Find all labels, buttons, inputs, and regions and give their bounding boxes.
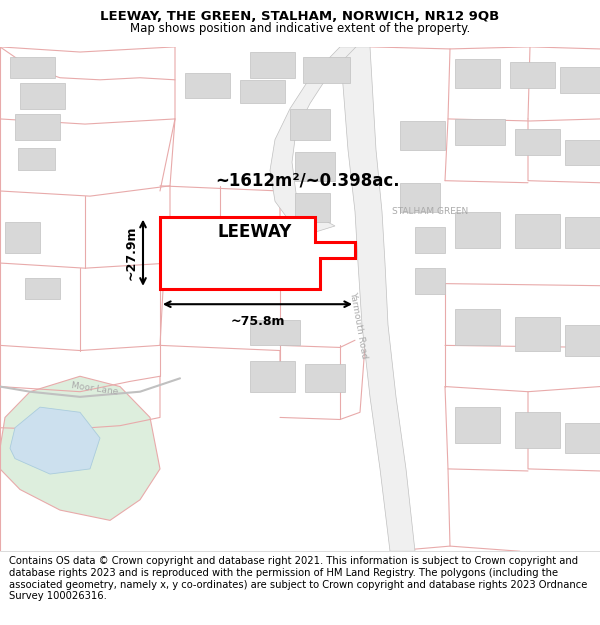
Polygon shape bbox=[515, 214, 560, 248]
Polygon shape bbox=[10, 57, 55, 78]
Polygon shape bbox=[565, 217, 600, 248]
Polygon shape bbox=[455, 407, 500, 443]
Polygon shape bbox=[185, 72, 230, 98]
Polygon shape bbox=[303, 57, 350, 83]
Text: ~1612m²/~0.398ac.: ~1612m²/~0.398ac. bbox=[215, 172, 400, 190]
Polygon shape bbox=[510, 62, 555, 88]
Polygon shape bbox=[290, 109, 330, 139]
Polygon shape bbox=[305, 364, 345, 392]
Polygon shape bbox=[455, 59, 500, 88]
Polygon shape bbox=[250, 52, 295, 78]
Polygon shape bbox=[5, 222, 40, 253]
Polygon shape bbox=[295, 193, 330, 222]
Polygon shape bbox=[25, 279, 60, 299]
Polygon shape bbox=[515, 129, 560, 155]
Polygon shape bbox=[295, 152, 335, 181]
Polygon shape bbox=[240, 80, 285, 104]
Polygon shape bbox=[565, 139, 600, 165]
Text: Yarmouth Road: Yarmouth Road bbox=[347, 291, 368, 359]
Text: Map shows position and indicative extent of the property.: Map shows position and indicative extent… bbox=[130, 22, 470, 35]
Polygon shape bbox=[515, 412, 560, 448]
Polygon shape bbox=[250, 319, 300, 346]
Polygon shape bbox=[455, 309, 500, 346]
Polygon shape bbox=[565, 422, 600, 454]
Polygon shape bbox=[515, 316, 560, 351]
Polygon shape bbox=[18, 148, 55, 171]
Polygon shape bbox=[20, 83, 65, 109]
Text: LEEWAY, THE GREEN, STALHAM, NORWICH, NR12 9QB: LEEWAY, THE GREEN, STALHAM, NORWICH, NR1… bbox=[100, 10, 500, 23]
Polygon shape bbox=[415, 227, 445, 253]
Polygon shape bbox=[565, 325, 600, 356]
Polygon shape bbox=[455, 119, 505, 144]
Polygon shape bbox=[160, 217, 355, 289]
Polygon shape bbox=[250, 361, 295, 392]
Polygon shape bbox=[270, 47, 356, 232]
Text: Contains OS data © Crown copyright and database right 2021. This information is : Contains OS data © Crown copyright and d… bbox=[9, 556, 587, 601]
Polygon shape bbox=[0, 376, 160, 521]
Text: STALHAM GREEN: STALHAM GREEN bbox=[392, 207, 468, 216]
Polygon shape bbox=[400, 182, 440, 212]
Text: ~75.8m: ~75.8m bbox=[230, 314, 285, 328]
Polygon shape bbox=[400, 121, 445, 150]
Polygon shape bbox=[15, 114, 60, 139]
Polygon shape bbox=[455, 212, 500, 248]
Polygon shape bbox=[415, 268, 445, 294]
Text: ~27.9m: ~27.9m bbox=[125, 226, 138, 280]
Polygon shape bbox=[10, 407, 100, 474]
Text: Moor Lane: Moor Lane bbox=[71, 381, 119, 396]
Text: LEEWAY: LEEWAY bbox=[218, 223, 292, 241]
Polygon shape bbox=[340, 47, 415, 551]
Polygon shape bbox=[560, 68, 600, 93]
